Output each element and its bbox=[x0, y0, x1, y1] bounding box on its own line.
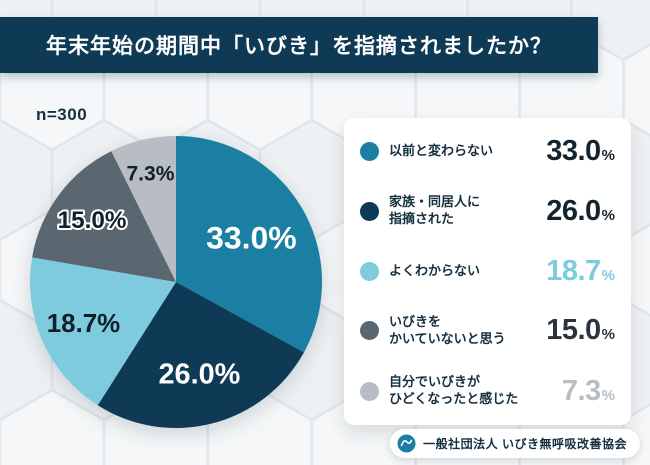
legend-color-dot bbox=[360, 142, 379, 161]
legend-label: 家族・同居人に 指摘された bbox=[389, 194, 481, 227]
legend-label: 自分でいびきが ひどくなったと感じた bbox=[389, 374, 519, 407]
pie-chart: 33.0% 26.0% 18.7% 15.0% 7.3% bbox=[26, 132, 326, 432]
page-title: 年末年始の期間中「いびき」を指摘されましたか？ bbox=[46, 35, 552, 58]
pie-slice-label: 26.0% bbox=[158, 358, 240, 390]
legend-value: 33.0% bbox=[546, 135, 615, 167]
legend-color-dot bbox=[360, 321, 379, 341]
pie-slice-label: 33.0% bbox=[206, 220, 296, 256]
legend-label: よくわからない bbox=[389, 262, 481, 278]
legend-card: 以前と変わらない 33.0% 家族・同居人に 指摘された 26.0% よくわから… bbox=[344, 118, 631, 425]
legend-value: 26.0% bbox=[546, 194, 615, 227]
pie-slice bbox=[176, 136, 323, 353]
legend-value: 18.7% bbox=[546, 254, 615, 287]
legend-value: 15.0% bbox=[546, 314, 615, 347]
legend-item: いびきを かいていないと思う 15.0% bbox=[360, 314, 615, 348]
legend-value: 7.3% bbox=[561, 374, 615, 407]
legend-label: いびきを かいていないと思う bbox=[389, 314, 506, 346]
pie-slice bbox=[97, 282, 304, 428]
legend-color-dot bbox=[360, 201, 379, 221]
pie-slice bbox=[32, 151, 176, 282]
pie-slice-label: 7.3% bbox=[126, 162, 174, 185]
sample-size-label: n=300 bbox=[36, 105, 88, 124]
title-banner: 年末年始の期間中「いびき」を指摘されましたか？ bbox=[0, 17, 598, 73]
legend-item: 家族・同居人に 指摘された 26.0% bbox=[360, 194, 615, 228]
org-badge: 一般社団法人 いびき無呼吸改善協会 bbox=[390, 429, 640, 458]
legend-color-dot bbox=[360, 381, 379, 401]
org-logo-icon bbox=[397, 434, 416, 453]
legend-color-dot bbox=[360, 261, 379, 281]
pie-slice-label: 18.7% bbox=[47, 310, 120, 338]
legend-item: よくわからない 18.7% bbox=[360, 255, 615, 288]
pie-slice bbox=[111, 136, 176, 282]
legend-label: 以前と変わらない bbox=[389, 143, 494, 159]
pie-slice-label: 15.0% bbox=[58, 207, 127, 234]
org-name: 一般社団法人 いびき無呼吸改善協会 bbox=[423, 437, 627, 451]
pie-slice bbox=[30, 257, 176, 406]
legend-item: 自分でいびきが ひどくなったと感じた 7.3% bbox=[360, 374, 615, 408]
legend-item: 以前と変わらない 33.0% bbox=[360, 135, 615, 168]
